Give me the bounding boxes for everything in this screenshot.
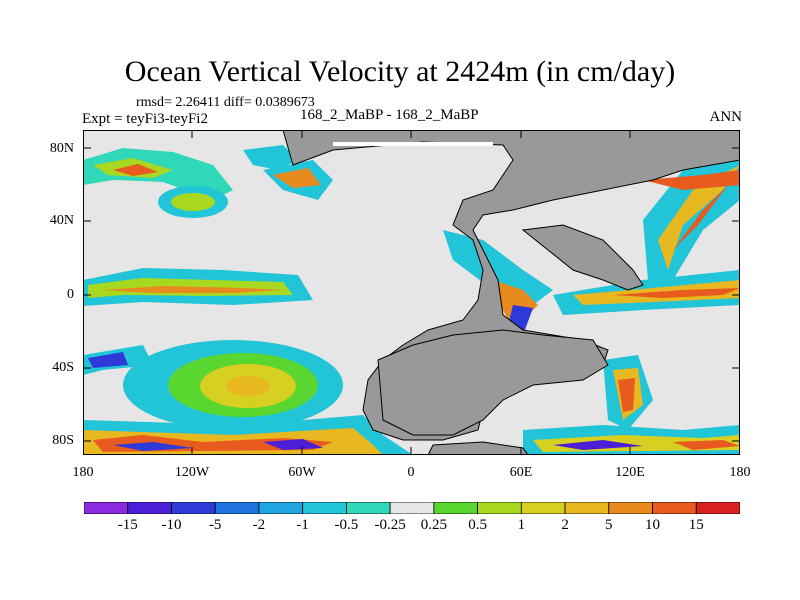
colorbar-swatch — [608, 502, 653, 514]
ice-strip — [333, 142, 493, 146]
colorbar-label: -10 — [161, 517, 182, 533]
colorbar-swatch — [127, 502, 172, 514]
lat-label-80n: 80N — [49, 141, 74, 156]
period-label: ANN — [709, 109, 743, 125]
colorbar-swatch — [389, 502, 435, 514]
colorbar-label: -0.5 — [334, 517, 359, 533]
lat-label-0: 0 — [67, 287, 74, 302]
map-plot — [83, 130, 740, 455]
colorbar-swatch — [652, 502, 697, 514]
colorbar-swatch — [214, 502, 260, 514]
velocity-field — [83, 145, 740, 455]
colorbar-label: -15 — [117, 517, 138, 533]
colorbar-label: 0.5 — [468, 517, 487, 533]
plot-title: Ocean Vertical Velocity at 2424m (in cm/… — [124, 55, 676, 88]
colorbar-label: -1 — [296, 517, 309, 533]
colorbar-label: 15 — [688, 517, 704, 533]
case-label: 168_2_MaBP - 168_2_MaBP — [300, 107, 479, 123]
lon-label-0: 0 — [407, 465, 415, 480]
lon-label-180e: 180 — [729, 465, 751, 480]
lat-label-40s: 40S — [52, 360, 74, 375]
colorbar-label: 2 — [561, 517, 569, 533]
land-masses — [282, 130, 740, 455]
experiment-label: Expt = teyFi3-teyFi2 — [82, 111, 208, 127]
colorbar-swatch — [433, 502, 478, 514]
colorbar-swatch — [258, 502, 304, 514]
stats-text: rmsd= 2.26411 diff= 0.0389673 — [136, 95, 315, 110]
lon-label-120e: 120E — [615, 465, 645, 480]
lon-label-60w: 60W — [288, 465, 316, 480]
colorbar-swatch — [695, 502, 740, 514]
colorbar-swatch — [171, 502, 216, 514]
colorbar-swatch — [520, 502, 566, 514]
colorbar-swatch — [345, 502, 391, 514]
colorbar — [84, 502, 740, 514]
lat-label-80s: 80S — [52, 433, 74, 448]
lat-label-40n: 40N — [49, 213, 74, 228]
lon-label-120w: 120W — [174, 465, 210, 480]
lon-label-180w: 180 — [72, 465, 94, 480]
colorbar-swatch — [477, 502, 522, 514]
colorbar-label: 1 — [517, 517, 526, 533]
colorbar-label: 0.25 — [420, 517, 447, 533]
colorbar-swatch — [302, 502, 347, 514]
colorbar-label: -0.25 — [374, 517, 406, 533]
axis-ticks — [83, 130, 740, 455]
colorbar-label: 5 — [605, 517, 613, 533]
colorbar-swatch — [84, 502, 129, 514]
colorbar-swatch — [564, 502, 610, 514]
colorbar-label: 10 — [645, 517, 661, 533]
colorbar-label: -5 — [208, 517, 222, 533]
colorbar-label: -2 — [252, 517, 266, 533]
lon-label-60e: 60E — [509, 465, 533, 480]
